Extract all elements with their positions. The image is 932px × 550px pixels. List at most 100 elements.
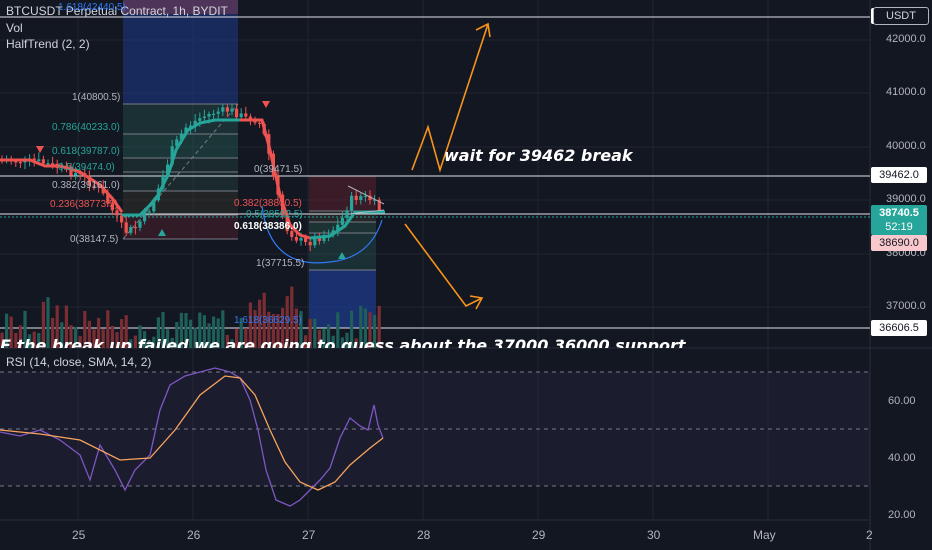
support-note[interactable]: F the break up failed we are going to gu… bbox=[0, 336, 686, 348]
rsi-scale-label: 60.00 bbox=[888, 395, 916, 407]
volume-bar bbox=[32, 331, 36, 348]
volume-bar bbox=[124, 315, 128, 348]
candle-body bbox=[124, 222, 128, 233]
candle-body bbox=[345, 210, 349, 218]
price-label: 37000.0 bbox=[886, 300, 926, 312]
price-label: 42000.0 bbox=[886, 33, 926, 45]
volume-legend[interactable]: Vol bbox=[6, 21, 23, 35]
volume-bar bbox=[239, 317, 243, 348]
candle-body bbox=[41, 159, 45, 164]
candle-body bbox=[308, 241, 312, 246]
volume-bar bbox=[262, 292, 266, 348]
volume-bar bbox=[313, 318, 317, 348]
fib-retracement-right[interactable] bbox=[309, 175, 376, 329]
candle-body bbox=[294, 236, 298, 241]
volume-bar bbox=[198, 312, 202, 348]
candle-body bbox=[253, 121, 257, 123]
candle-body bbox=[106, 193, 110, 204]
time-label: 28 bbox=[417, 528, 431, 542]
volume-bar bbox=[46, 297, 50, 348]
volume-bar bbox=[221, 310, 225, 348]
arrow-up-drawing[interactable] bbox=[411, 22, 491, 173]
candle-body bbox=[179, 133, 183, 140]
candle-body bbox=[74, 172, 78, 176]
buy-signal-marker bbox=[158, 229, 166, 236]
volume-bar bbox=[138, 325, 142, 348]
rsi-scale-label: 20.00 bbox=[888, 509, 916, 521]
rsi-legend[interactable]: RSI (14, close, SMA, 14, 2) bbox=[6, 355, 152, 369]
candle-body bbox=[32, 158, 36, 162]
volume-bar bbox=[147, 339, 151, 348]
candle-body bbox=[51, 163, 55, 165]
candle-body bbox=[244, 113, 248, 117]
fib-label: 1(40800.5) bbox=[72, 92, 121, 103]
fib-label: 0.382(38800.5) bbox=[234, 198, 302, 209]
candle-body bbox=[207, 113, 211, 117]
time-label: 27 bbox=[302, 528, 316, 542]
volume-bar bbox=[120, 319, 124, 348]
candle-body bbox=[373, 199, 377, 201]
volume-bar bbox=[212, 316, 216, 348]
volume-bar bbox=[166, 329, 170, 348]
sell-signal-marker bbox=[36, 146, 44, 153]
candle-body bbox=[336, 224, 340, 231]
volume-bar bbox=[308, 318, 312, 348]
volume-bar bbox=[285, 296, 289, 348]
volume-bar bbox=[60, 322, 64, 348]
volume-bar bbox=[368, 312, 372, 348]
symbol-legend[interactable]: BTCUSDT Perpetual Contract, 1h, BYDIT bbox=[6, 4, 228, 18]
volume-bar bbox=[354, 338, 358, 348]
volume-bar bbox=[64, 305, 68, 348]
arrow-down-drawing[interactable] bbox=[404, 223, 484, 310]
fib-label: 0(38147.5) bbox=[70, 234, 119, 245]
candle-body bbox=[133, 227, 137, 229]
cup-curve-drawing[interactable] bbox=[261, 205, 383, 264]
volume-bar bbox=[216, 318, 220, 348]
candle-body bbox=[258, 122, 262, 124]
current-price-tag: 38740.5 bbox=[871, 205, 927, 221]
volume-bar bbox=[267, 311, 271, 348]
halftrend-line-teal-2 bbox=[309, 210, 385, 240]
candle-body bbox=[143, 211, 147, 222]
volume-bar bbox=[248, 302, 252, 348]
volume-bar bbox=[253, 310, 257, 348]
candle-body bbox=[377, 199, 381, 212]
candle-body bbox=[235, 108, 239, 118]
volume-bar bbox=[110, 325, 114, 348]
volume-bar bbox=[281, 308, 285, 348]
candle-body bbox=[193, 120, 197, 126]
candle-body bbox=[230, 108, 234, 112]
candle-body bbox=[313, 237, 317, 246]
price-tag-39462: 39462.0 bbox=[871, 167, 927, 183]
fib-label: 1.618(42440.5) bbox=[58, 2, 126, 13]
currency-button[interactable]: USDT bbox=[873, 7, 929, 25]
volume-bar bbox=[41, 301, 45, 348]
volume-bar bbox=[235, 328, 239, 348]
candle-body bbox=[225, 107, 229, 112]
candle-body bbox=[120, 215, 124, 223]
volume-bar bbox=[97, 317, 101, 348]
candle-body bbox=[138, 221, 142, 228]
volume-bar bbox=[179, 312, 183, 348]
candle-body bbox=[64, 165, 68, 167]
volume-bar bbox=[69, 325, 73, 348]
fib-label: 1.618(36629.5) bbox=[234, 315, 302, 326]
volume-bar bbox=[345, 332, 349, 348]
volume-bar bbox=[336, 312, 340, 348]
volume-bar bbox=[258, 299, 262, 348]
candle-body bbox=[14, 161, 18, 163]
volume-bar bbox=[373, 314, 377, 348]
candle-body bbox=[37, 159, 41, 162]
volume-bar bbox=[377, 305, 381, 348]
halftrend-legend[interactable]: HalfTrend (2, 2) bbox=[6, 37, 90, 51]
candle-body bbox=[69, 166, 73, 176]
candle-body bbox=[202, 116, 206, 119]
volume-bar bbox=[9, 316, 13, 348]
volume-bar bbox=[189, 319, 193, 348]
candle-body bbox=[46, 163, 50, 165]
candle-body bbox=[299, 238, 303, 241]
wait-note[interactable]: wait for 39462 break bbox=[444, 146, 633, 165]
candle-body bbox=[216, 111, 220, 114]
time-label: 2 bbox=[866, 528, 873, 542]
